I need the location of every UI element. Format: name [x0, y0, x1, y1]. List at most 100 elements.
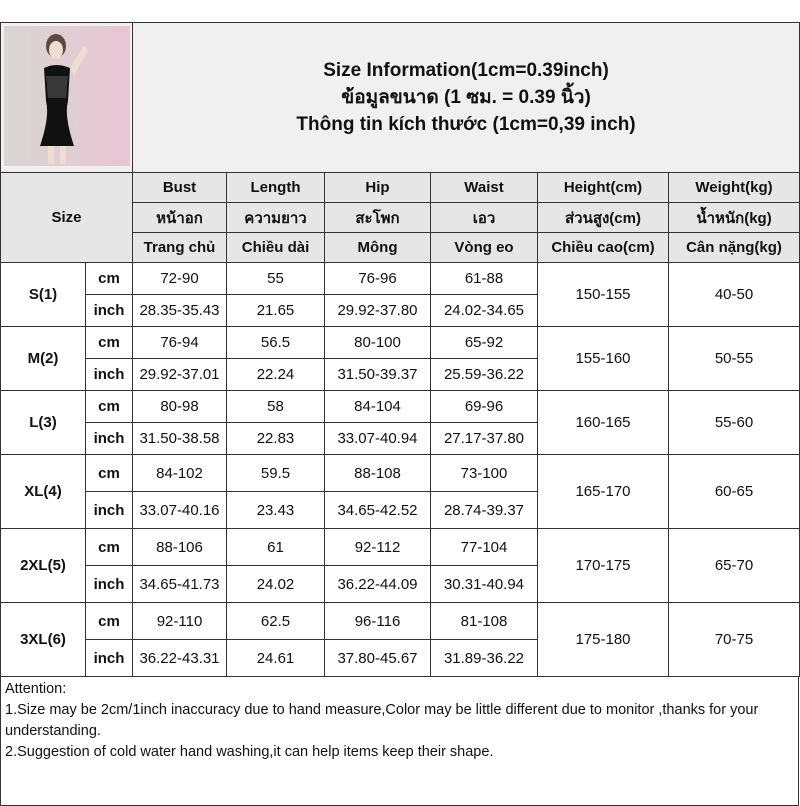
- waist-value: 73-100: [430, 454, 538, 492]
- bust-value: 28.35-35.43: [132, 294, 227, 327]
- attention-note-1: 1.Size may be 2cm/1inch inaccuracy due t…: [5, 702, 759, 739]
- table-row: XL(4) cm 84-102 59.5 88-108 73-100 165-170 60-6…: [0, 454, 800, 529]
- attention-heading: Attention:: [5, 681, 67, 697]
- model-photo-image: [3, 25, 130, 166]
- waist-value: 28.74-39.37: [430, 491, 538, 529]
- unit-label: inch: [85, 565, 133, 603]
- hip-value: 84-104: [324, 390, 431, 423]
- waist-value: 77-104: [430, 528, 538, 566]
- column-header-waist: เอว: [430, 202, 538, 233]
- unit-label: cm: [85, 602, 133, 640]
- bust-value: 84-102: [132, 454, 227, 492]
- length-value: 59.5: [226, 454, 325, 492]
- size-label: S(1): [0, 262, 86, 327]
- hip-value: 34.65-42.52: [324, 491, 431, 529]
- hip-value: 31.50-39.37: [324, 358, 431, 391]
- waist-value: 25.59-36.22: [430, 358, 538, 391]
- height-value: 155-160: [537, 326, 669, 391]
- unit-label: inch: [85, 358, 133, 391]
- weight-value: 40-50: [667, 262, 800, 327]
- weight-value: 65-70: [667, 528, 800, 603]
- table-row: M(2) cm 76-94 56.5 80-100 65-92 155-160 50-55: [0, 326, 800, 391]
- title-thai: ข้อมูลขนาด (1 ซม. = 0.39 นิ้ว): [341, 87, 591, 108]
- length-value: 58: [226, 390, 325, 423]
- length-value: 24.61: [226, 639, 325, 677]
- hip-value: 76-96: [324, 262, 431, 295]
- unit-label: inch: [85, 422, 133, 455]
- unit-label: cm: [85, 528, 133, 566]
- size-label: 3XL(6): [0, 602, 86, 677]
- waist-value: 81-108: [430, 602, 538, 640]
- hip-value: 88-108: [324, 454, 431, 492]
- size-chart: Size Information(1cm=0.39inch) ข้อมูลขนา…: [0, 22, 800, 806]
- hip-value: 92-112: [324, 528, 431, 566]
- length-value: 22.24: [226, 358, 325, 391]
- unit-label: cm: [85, 454, 133, 492]
- unit-label: cm: [85, 390, 133, 423]
- waist-value: 31.89-36.22: [430, 639, 538, 677]
- attention-notes: Attention: 1.Size may be 2cm/1inch inacc…: [0, 676, 799, 806]
- attention-note-2: 2.Suggestion of cold water hand washing,…: [5, 744, 494, 760]
- weight-value: 70-75: [667, 602, 800, 677]
- height-value: 175-180: [537, 602, 669, 677]
- size-header: Size: [0, 172, 133, 263]
- length-value: 23.43: [226, 491, 325, 529]
- column-header-bust: หน้าอก: [132, 202, 227, 233]
- product-photo: [0, 22, 133, 173]
- column-header-waist: Waist: [430, 172, 538, 203]
- unit-label: inch: [85, 491, 133, 529]
- length-value: 61: [226, 528, 325, 566]
- title-vietnamese: Thông tin kích thước (1cm=0,39 inch): [296, 114, 636, 135]
- length-value: 21.65: [226, 294, 325, 327]
- length-value: 56.5: [226, 326, 325, 359]
- length-value: 55: [226, 262, 325, 295]
- column-header-hip: Hip: [324, 172, 431, 203]
- table-row: inch 28.35-35.43 21.65 29.92-37.80 24.02-34.…: [1, 294, 800, 327]
- size-table: Size Information(1cm=0.39inch) ข้อมูลขนา…: [0, 22, 800, 677]
- size-label: 2XL(5): [0, 528, 86, 603]
- hip-value: 29.92-37.80: [324, 294, 431, 327]
- hip-value: 80-100: [324, 326, 431, 359]
- unit-label: cm: [85, 262, 133, 295]
- weight-value: 50-55: [667, 326, 800, 391]
- height-value: 170-175: [537, 528, 669, 603]
- size-label: XL(4): [0, 454, 86, 529]
- column-header-length: ความยาว: [226, 202, 325, 233]
- bust-value: 92-110: [132, 602, 227, 640]
- length-value: 24.02: [226, 565, 325, 603]
- column-header-height: Chiều cao(cm): [537, 232, 669, 263]
- height-value: 165-170: [537, 454, 669, 529]
- waist-value: 27.17-37.80: [430, 422, 538, 455]
- unit-label: inch: [85, 294, 133, 327]
- hip-value: 96-116: [324, 602, 431, 640]
- table-row: inch 29.92-37.01 22.24 31.50-39.37 25.59-36.…: [1, 358, 800, 391]
- bust-value: 72-90: [132, 262, 227, 295]
- column-header-weight: Weight(kg): [667, 172, 800, 203]
- height-value: 150-155: [537, 262, 669, 327]
- size-information-title: Size Information(1cm=0.39inch) ข้อมูลขนา…: [131, 22, 800, 173]
- hip-value: 33.07-40.94: [324, 422, 431, 455]
- weight-value: 55-60: [667, 390, 800, 455]
- unit-label: inch: [85, 639, 133, 677]
- column-header-bust: Bust: [132, 172, 227, 203]
- title-english: Size Information(1cm=0.39inch): [323, 60, 609, 81]
- weight-value: 60-65: [667, 454, 800, 529]
- bust-value: 76-94: [132, 326, 227, 359]
- waist-value: 30.31-40.94: [430, 565, 538, 603]
- column-header-waist: Vòng eo: [430, 232, 538, 263]
- column-header-height: Height(cm): [537, 172, 669, 203]
- bust-value: 36.22-43.31: [132, 639, 227, 677]
- table-row: L(3) cm 80-98 58 84-104 69-96 160-165 55-60: [0, 390, 800, 455]
- length-value: 62.5: [226, 602, 325, 640]
- length-value: 22.83: [226, 422, 325, 455]
- height-value: 160-165: [537, 390, 669, 455]
- size-label: M(2): [0, 326, 86, 391]
- column-header-hip: สะโพก: [324, 202, 431, 233]
- column-header-hip: Mông: [324, 232, 431, 263]
- table-row: 3XL(6) cm 92-110 62.5 96-116 81-108 175-180 70-…: [0, 602, 800, 677]
- column-header-length: Length: [226, 172, 325, 203]
- bust-value: 29.92-37.01: [132, 358, 227, 391]
- column-header-weight: Cân nặng(kg): [667, 232, 800, 263]
- waist-value: 69-96: [430, 390, 538, 423]
- waist-value: 24.02-34.65: [430, 294, 538, 327]
